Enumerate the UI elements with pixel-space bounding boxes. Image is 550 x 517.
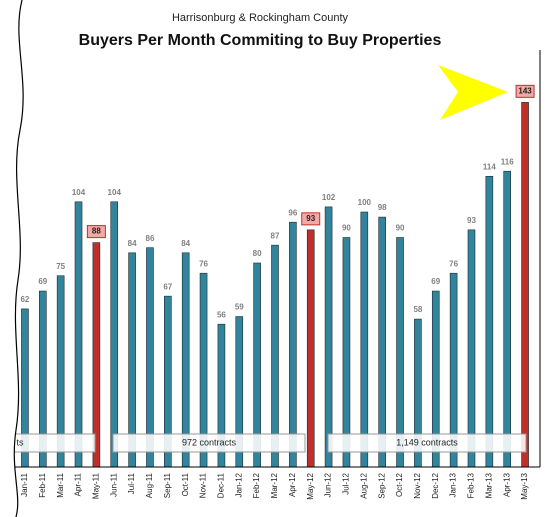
- bar: [324, 206, 333, 468]
- x-tick-label: Apr-13: [502, 472, 511, 497]
- bar: [396, 237, 404, 468]
- value-label: 58: [413, 305, 422, 314]
- x-tick-label: May-12: [306, 472, 315, 499]
- x-tick-label: Jan-12: [234, 472, 243, 497]
- x-tick-label: Apr-11: [74, 472, 83, 496]
- x-tick-label: Nov-11: [199, 472, 208, 498]
- bar: [503, 170, 512, 468]
- x-tick-label: May-11: [91, 472, 100, 499]
- value-label: 76: [199, 259, 208, 268]
- value-label: 80: [253, 249, 262, 258]
- value-label: 143: [518, 86, 532, 95]
- value-label-box: [301, 212, 321, 226]
- bar: [521, 102, 529, 468]
- bar: [289, 221, 297, 468]
- bar: [360, 211, 369, 468]
- bar: [74, 201, 83, 468]
- x-tick-label: Aug-11: [145, 472, 154, 498]
- x-tick-label: Nov-12: [413, 472, 422, 498]
- x-tick-label: Mar-13: [484, 472, 493, 498]
- x-tick-label: Jan-13: [449, 472, 458, 497]
- x-tick-label: Jul-11: [127, 472, 136, 494]
- value-label: 84: [128, 239, 137, 248]
- value-label: 86: [146, 234, 155, 243]
- bar: [110, 201, 119, 468]
- annotation: ts: [16, 437, 24, 447]
- bar: [485, 176, 494, 468]
- annotation-box: [112, 433, 306, 453]
- x-tick-label: Feb-13: [467, 472, 476, 498]
- value-label: 102: [322, 193, 336, 202]
- value-label: 87: [271, 231, 280, 240]
- x-tick-label: Feb-12: [252, 472, 261, 498]
- value-label: 98: [378, 203, 387, 212]
- x-tick-label: Oct-12: [395, 472, 404, 497]
- value-label: 56: [217, 310, 226, 319]
- value-label: 59: [235, 303, 244, 312]
- value-label: 76: [449, 259, 458, 268]
- annotation-box: [327, 433, 527, 453]
- value-label: 96: [288, 208, 297, 217]
- value-label: 88: [92, 227, 101, 236]
- value-label: 93: [467, 216, 476, 225]
- annotation: 972 contracts: [182, 437, 237, 447]
- x-tick-label: Dec-11: [217, 472, 226, 498]
- value-label: 104: [108, 188, 122, 197]
- value-label: 84: [181, 239, 190, 248]
- value-label: 62: [20, 295, 29, 304]
- torn-edge: [13, 0, 24, 517]
- value-label: 69: [431, 277, 440, 286]
- value-label: 114: [483, 162, 496, 171]
- value-label: 100: [358, 198, 372, 207]
- value-label: 69: [38, 277, 47, 286]
- x-tick-label: Sep-11: [163, 472, 172, 498]
- value-label: 75: [56, 262, 65, 271]
- x-tick-label: May-13: [520, 472, 529, 499]
- bar: [467, 229, 476, 468]
- x-tick-label: Jun-11: [109, 472, 118, 496]
- x-tick-label: Mar-12: [270, 472, 279, 498]
- x-tick-label: Jun-12: [324, 472, 333, 497]
- value-label: 90: [396, 224, 405, 233]
- bar: [342, 237, 351, 468]
- value-label-box: [515, 84, 535, 98]
- x-tick-label: Apr-12: [288, 472, 297, 497]
- x-tick-label: Jan-11: [20, 472, 29, 496]
- value-label: 116: [501, 157, 514, 166]
- value-label: 93: [306, 214, 315, 223]
- bar: [378, 216, 386, 468]
- chart-title: Buyers Per Month Commiting to Buy Proper…: [79, 32, 442, 49]
- bar: [306, 229, 315, 468]
- arrow: [438, 65, 508, 120]
- chart-subtitle: Harrisonburg & Rockingham County: [172, 12, 349, 24]
- torn-edge-cover: [0, 0, 24, 517]
- x-tick-label: Aug-12: [359, 472, 368, 498]
- value-label-box: [86, 225, 106, 239]
- x-tick-label: Mar-11: [56, 472, 65, 497]
- value-label: 104: [72, 188, 86, 197]
- value-label: 67: [163, 282, 172, 291]
- x-tick-label: Jul-12: [342, 472, 351, 494]
- bar: [92, 242, 101, 468]
- x-tick-label: Oct-11: [181, 472, 190, 496]
- x-tick-label: Dec-12: [431, 472, 440, 498]
- value-label: 90: [342, 224, 351, 233]
- annotation: 1,149 contracts: [396, 437, 458, 447]
- x-tick-label: Feb-11: [38, 472, 47, 497]
- x-tick-label: Sep-12: [377, 472, 386, 498]
